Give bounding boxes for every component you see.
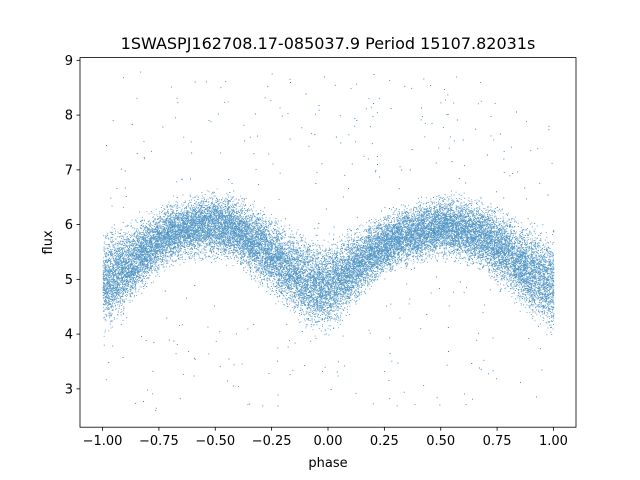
- scatter-outlier-points: [103, 71, 553, 411]
- x-tick-label: 1.00: [539, 434, 568, 449]
- y-tick-label: 5: [65, 273, 73, 288]
- scatter-points: [102, 71, 555, 411]
- x-tick-label: 0.75: [483, 434, 512, 449]
- x-tick-label: −0.75: [139, 434, 179, 449]
- x-axis-label: phase: [308, 456, 347, 471]
- y-tick-label: 8: [65, 109, 73, 124]
- y-tick-label: 6: [65, 218, 73, 233]
- y-tick-label: 3: [65, 382, 73, 397]
- x-tick-label: 0.50: [426, 434, 455, 449]
- y-axis: 3 4 5 6 7 8 9: [65, 54, 80, 397]
- y-tick-label: 4: [65, 328, 73, 343]
- x-axis: −1.00 −0.75 −0.50 −0.25 0.00 0.25 0.50 0.75 1.00: [83, 427, 568, 449]
- x-tick-label: 0.00: [314, 434, 343, 449]
- x-tick-label: −0.25: [252, 434, 292, 449]
- y-axis-label: flux: [41, 230, 56, 254]
- x-tick-label: −0.50: [195, 434, 235, 449]
- y-tick-label: 7: [65, 163, 73, 178]
- x-tick-label: −1.00: [83, 434, 123, 449]
- y-tick-label: 9: [65, 54, 73, 69]
- scatter-series-points: [102, 188, 555, 337]
- x-tick-label: 0.25: [370, 434, 399, 449]
- chart-title: 1SWASPJ162708.17-085037.9 Period 15107.8…: [121, 34, 536, 53]
